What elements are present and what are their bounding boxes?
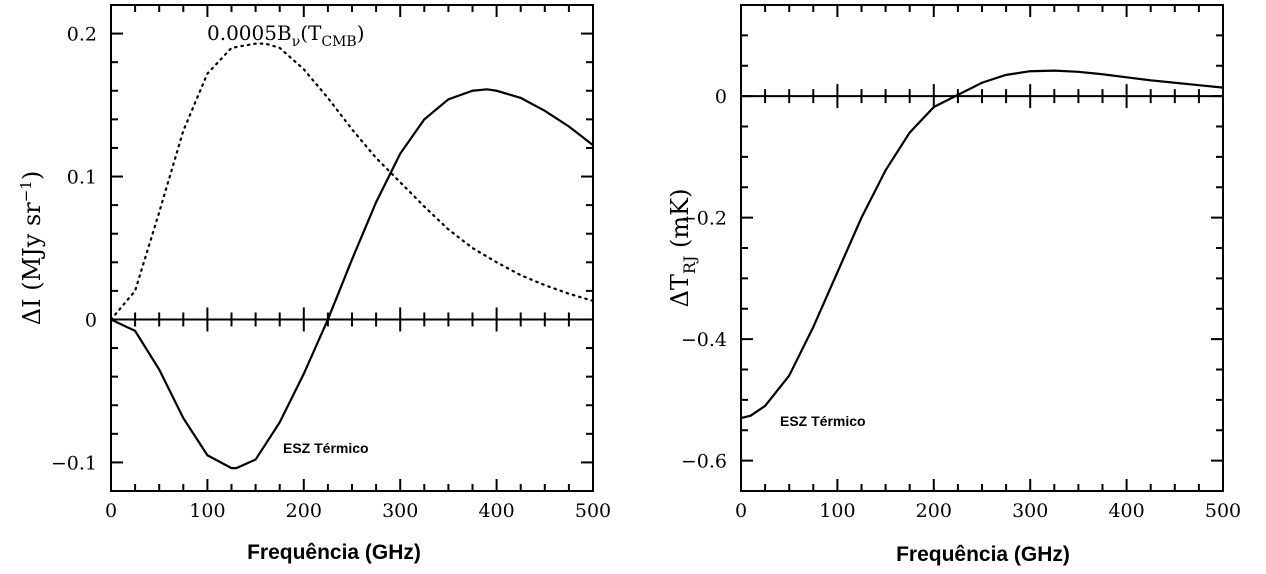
series-esz-termico-right	[740, 69, 1224, 420]
y-tick-label: −0.4	[681, 329, 727, 351]
x-axis-title-right: Frequência (GHz)	[896, 543, 1070, 566]
tick-marks-left	[110, 4, 594, 492]
annotation-planck: 0.0005Bν(TCMB)	[207, 21, 365, 50]
y-tick-label: −0.2	[681, 208, 727, 230]
y-tick-labels-right: −0.6 −0.4 −0.2 0	[681, 86, 727, 473]
x-tick-label: 500	[1205, 500, 1241, 522]
x-tick-label: 100	[189, 500, 225, 522]
x-tick-label: 0	[105, 500, 117, 522]
y-tick-label: 0	[715, 86, 727, 108]
x-tick-label: 400	[478, 500, 514, 522]
x-tick-label: 300	[1012, 500, 1048, 522]
y-tick-label: 0	[85, 309, 97, 331]
x-tick-label: 300	[382, 500, 418, 522]
x-tick-label: 500	[575, 500, 611, 522]
y-tick-label: −0.1	[51, 452, 97, 474]
chart-right: 0 100 200 300 400 500 −0.6 −0.4 −0.2 0 Frequênci…	[666, 4, 1241, 566]
y-tick-labels-left: −0.1 0 0.1 0.2	[51, 24, 97, 475]
x-tick-labels-right: 0 100 200 300 400 500	[735, 500, 1241, 522]
x-tick-label: 0	[735, 500, 747, 522]
series-planck-dotted	[109, 42, 595, 321]
x-tick-labels-left: 0 100 200 300 400 500	[105, 500, 611, 522]
x-axis-title-left: Frequência (GHz)	[247, 541, 421, 564]
series-esz-termico-left	[110, 88, 594, 470]
annotation-esz-left: ESZ Térmico	[283, 440, 369, 456]
y-axis-title-right: ΔTRJ (mK)	[666, 189, 699, 308]
annotation-esz-right: ESZ Térmico	[780, 413, 866, 429]
x-tick-label: 200	[916, 500, 952, 522]
y-tick-label: 0.1	[67, 167, 97, 189]
y-tick-label: 0.2	[67, 24, 97, 46]
y-tick-label: −0.6	[681, 451, 727, 473]
x-tick-label: 400	[1108, 500, 1144, 522]
chart-left: 0 100 200 300 400 500 −0.1 0 0.1 0.2 Frequência …	[17, 4, 611, 564]
y-axis-title-left: ΔI (MJy sr−1)	[17, 171, 46, 325]
x-tick-label: 200	[286, 500, 322, 522]
x-tick-label: 100	[819, 500, 855, 522]
